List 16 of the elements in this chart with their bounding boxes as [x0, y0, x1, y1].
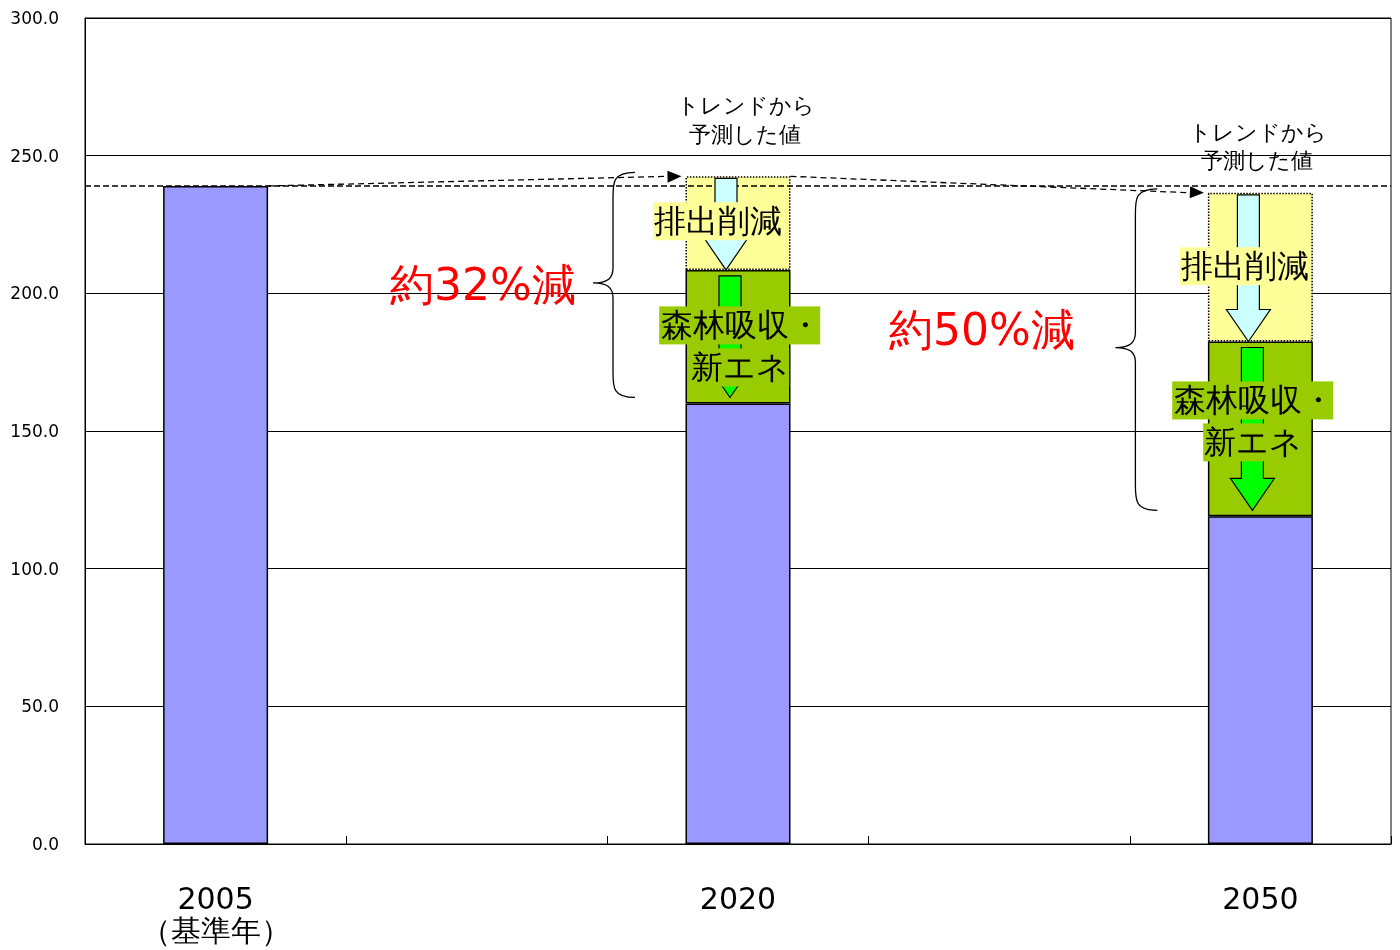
y-tick-label: 0.0 — [31, 834, 59, 854]
y-tick-label: 150.0 — [10, 421, 59, 441]
annotation: 森林吸収・新エネ — [1172, 381, 1334, 461]
y-tick-label: 300.0 — [10, 8, 59, 28]
annotation: トレンドから予測した値 — [676, 93, 816, 148]
annotation: 排出削減 — [1180, 246, 1311, 285]
y-tick-label: 200.0 — [10, 283, 59, 304]
annotation: 排出削減 — [653, 202, 783, 241]
annotation: 約50%減 — [888, 304, 1076, 356]
y-tick-label: 100.0 — [10, 558, 59, 579]
x-tick-label: 2050 — [1222, 880, 1299, 916]
y-tick-label: 50.0 — [21, 696, 59, 717]
x-tick-label: 2020 — [699, 880, 777, 916]
y-tick-label: 250.0 — [10, 145, 59, 166]
x-tick-label: 2005 （基準年） — [140, 880, 291, 948]
annotation: 森林吸収・新エネ — [659, 306, 821, 386]
